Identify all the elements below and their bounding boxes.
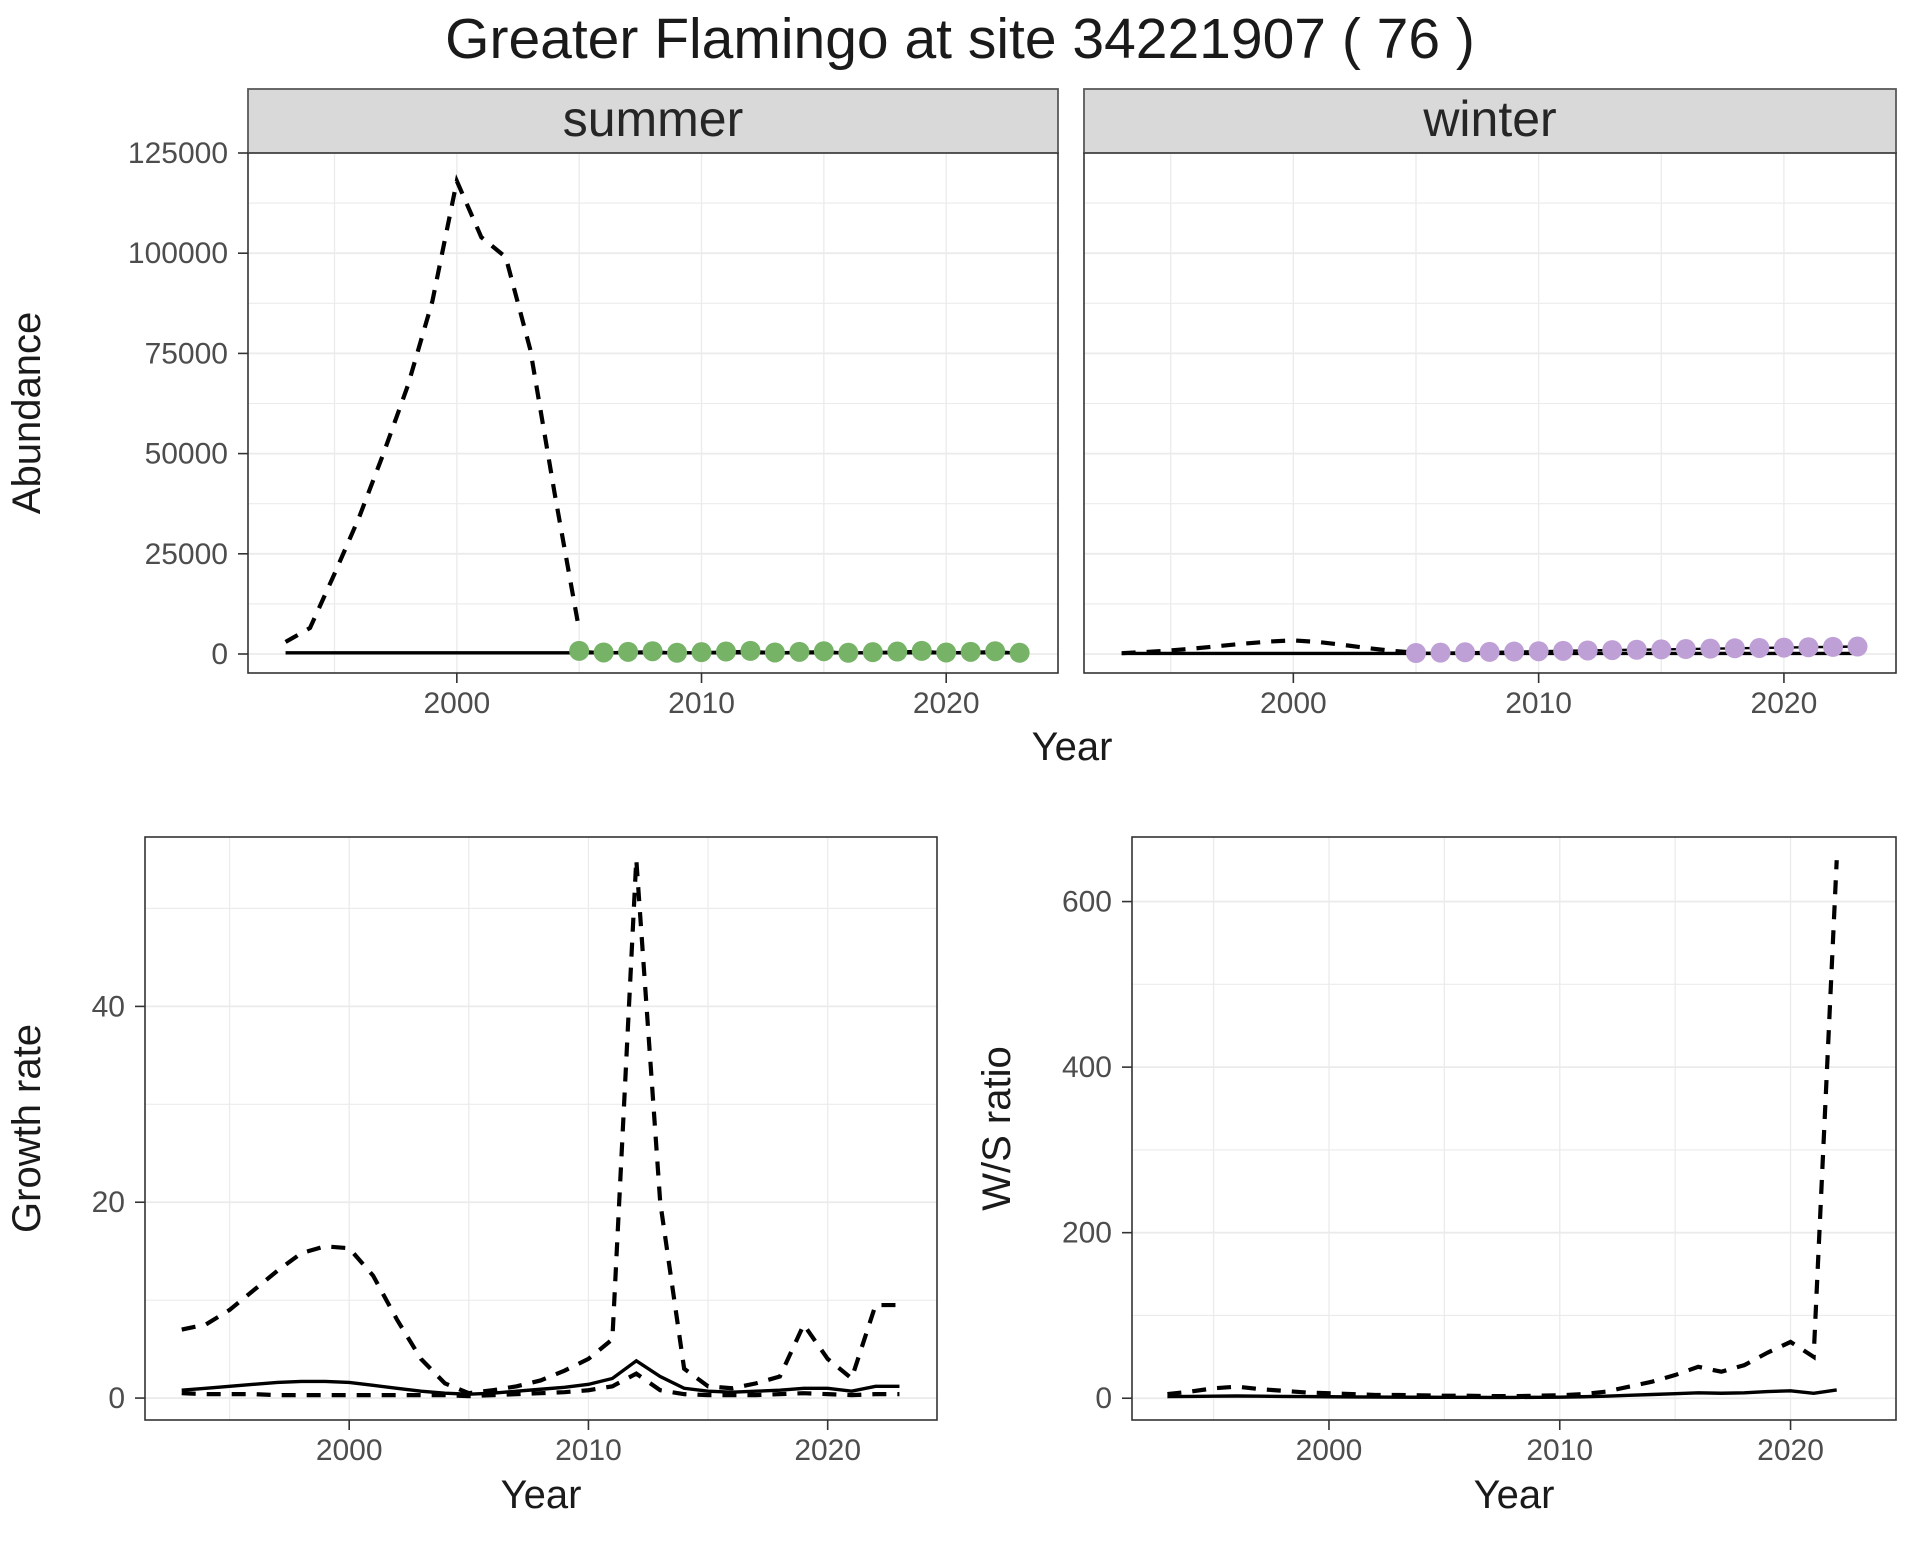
- svg-text:W/S ratio: W/S ratio: [975, 1046, 1019, 1210]
- svg-text:2020: 2020: [913, 687, 980, 720]
- svg-text:2020: 2020: [794, 1434, 861, 1467]
- svg-text:2000: 2000: [1260, 687, 1327, 720]
- svg-text:Abundance: Abundance: [5, 312, 49, 514]
- svg-text:2010: 2010: [555, 1434, 622, 1467]
- svg-text:Year: Year: [1474, 1473, 1555, 1517]
- svg-text:Growth rate: Growth rate: [5, 1024, 49, 1233]
- svg-text:2020: 2020: [1757, 1434, 1824, 1467]
- svg-text:0: 0: [108, 1382, 125, 1415]
- svg-text:25000: 25000: [145, 538, 228, 571]
- svg-text:Greater Flamingo at site 34221: Greater Flamingo at site 34221907 ( 76 ): [445, 7, 1475, 71]
- svg-text:20: 20: [92, 1186, 125, 1219]
- svg-text:600: 600: [1062, 886, 1112, 919]
- svg-text:2000: 2000: [1296, 1434, 1363, 1467]
- svg-text:400: 400: [1062, 1051, 1112, 1084]
- svg-text:50000: 50000: [145, 438, 228, 471]
- svg-text:2000: 2000: [423, 687, 490, 720]
- svg-text:winter: winter: [1422, 91, 1556, 147]
- svg-text:0: 0: [1095, 1382, 1112, 1415]
- svg-text:2010: 2010: [668, 687, 735, 720]
- svg-text:125000: 125000: [128, 137, 228, 170]
- svg-text:200: 200: [1062, 1217, 1112, 1250]
- svg-text:40: 40: [92, 990, 125, 1023]
- svg-text:2010: 2010: [1505, 687, 1572, 720]
- svg-text:100000: 100000: [128, 237, 228, 270]
- svg-text:summer: summer: [563, 91, 744, 147]
- svg-text:0: 0: [211, 638, 228, 671]
- svg-text:2000: 2000: [316, 1434, 383, 1467]
- svg-text:Year: Year: [1032, 725, 1113, 769]
- svg-text:Year: Year: [501, 1473, 582, 1517]
- svg-text:2010: 2010: [1526, 1434, 1593, 1467]
- svg-text:75000: 75000: [145, 337, 228, 370]
- svg-text:2020: 2020: [1751, 687, 1818, 720]
